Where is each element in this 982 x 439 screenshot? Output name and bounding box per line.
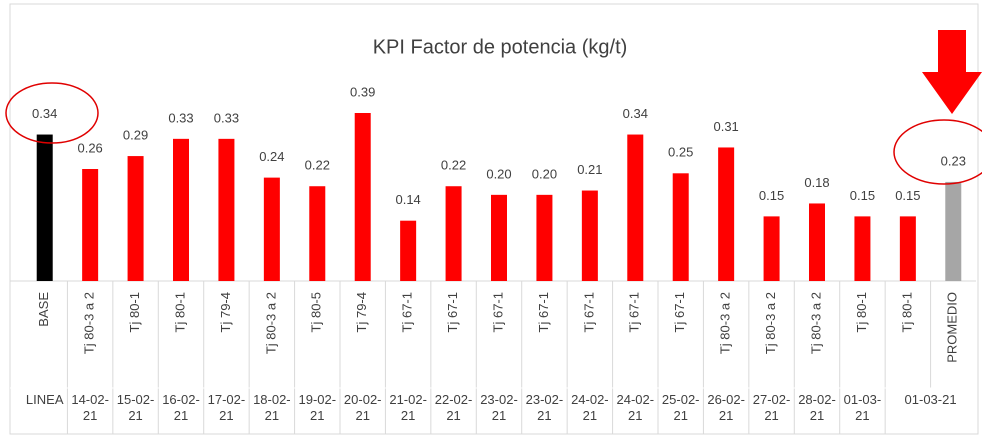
x-tick-label: Tj 80-1 <box>127 292 142 332</box>
x-tick-label: Tj 80-3 a 2 <box>718 292 733 354</box>
value-label: 0.22 <box>305 158 330 173</box>
x-tick-label: Tj 80-1 <box>172 292 187 332</box>
value-label: 0.24 <box>259 149 284 164</box>
x-tick-label: Tj 80-3 a 2 <box>808 292 823 354</box>
value-label: 0.33 <box>168 110 193 125</box>
x-group-label: 22-02-21 <box>434 392 473 423</box>
value-label: 0.26 <box>77 140 102 155</box>
x-group-label: 14-02-21 <box>71 392 109 423</box>
x-group-label: 20-02-21 <box>343 392 382 423</box>
bar <box>718 147 735 281</box>
bar <box>127 156 144 281</box>
x-tick-label: Tj 67-1 <box>400 292 415 332</box>
x-tick-label: Tj 67-1 <box>445 292 460 332</box>
x-tick-label: Tj 79-4 <box>218 292 233 332</box>
x-tick-label: Tj 80-3 a 2 <box>263 292 278 354</box>
bar <box>581 190 598 281</box>
chart-title: KPI Factor de potencia (kg/t) <box>373 36 628 58</box>
bar <box>627 134 644 281</box>
x-group-label: LINEA <box>25 392 64 407</box>
x-tick-label: Tj 67-1 <box>627 292 642 332</box>
x-group-label: 27-02-21 <box>752 392 791 423</box>
bar <box>536 194 553 281</box>
bar <box>945 181 962 281</box>
x-tick-label: Tj 80-1 <box>854 292 869 332</box>
x-group-label: 23-02-21 <box>480 392 518 423</box>
x-group-label: 24-02-21 <box>571 392 609 423</box>
highlight-circle <box>893 119 982 185</box>
value-label: 0.20 <box>486 166 511 181</box>
value-label: 0.22 <box>441 158 466 173</box>
arrow <box>922 30 982 114</box>
bar <box>82 169 99 281</box>
value-label: 0.15 <box>759 188 784 203</box>
bar <box>809 203 825 281</box>
value-label: 0.29 <box>123 128 148 143</box>
x-tick-label: Tj 67-1 <box>581 292 596 332</box>
x-tick-label: Tj 67-1 <box>490 292 505 332</box>
x-group-label: 23-02-21 <box>525 392 564 423</box>
value-label: 0.34 <box>32 106 57 121</box>
value-label: 0.33 <box>214 110 239 125</box>
x-group-label: 16-02-21 <box>162 392 200 423</box>
x-group-label: 17-02-21 <box>207 392 246 423</box>
x-tick-label: Tj 80-1 <box>899 292 914 332</box>
x-group-label: 19-02-21 <box>298 392 337 423</box>
x-group-label: 01-03-21 <box>904 392 957 407</box>
value-label: 0.15 <box>850 188 875 203</box>
bar <box>400 220 417 281</box>
value-label: 0.14 <box>395 192 420 207</box>
value-label: 0.23 <box>941 153 966 168</box>
bar <box>263 177 280 281</box>
value-label: 0.31 <box>713 119 738 134</box>
bar <box>445 186 462 281</box>
value-label: 0.34 <box>623 106 648 121</box>
bar <box>173 138 189 281</box>
x-tick-label: Tj 79-4 <box>354 292 369 332</box>
x-group-label: 26-02-21 <box>707 392 745 423</box>
bar <box>36 134 53 281</box>
value-label: 0.20 <box>532 166 557 181</box>
value-label: 0.39 <box>350 84 375 99</box>
bar <box>491 194 507 281</box>
bar <box>763 216 780 281</box>
x-tick-label: Tj 80-3 a 2 <box>763 292 778 354</box>
x-tick-label: Tj 67-1 <box>536 292 551 332</box>
x-tick-label: PROMEDIO <box>945 292 960 363</box>
highlight-circle <box>5 82 99 144</box>
bar <box>899 216 916 281</box>
x-group-label: 24-02-21 <box>616 392 655 423</box>
bar <box>672 173 689 281</box>
value-label: 0.21 <box>577 162 602 177</box>
x-group-label: 25-02-21 <box>661 392 700 423</box>
value-label: 0.18 <box>804 175 829 190</box>
x-group-label: 28-02-21 <box>798 392 836 423</box>
x-tick-label: Tj 80-3 a 2 <box>82 292 97 354</box>
x-tick-label: Tj 67-1 <box>672 292 687 332</box>
x-tick-label: BASE <box>36 292 51 327</box>
bar <box>854 216 871 281</box>
x-tick-label: Tj 80-5 <box>309 292 324 332</box>
bar <box>218 138 235 281</box>
bar <box>354 113 371 281</box>
x-group-label: 18-02-21 <box>253 392 291 423</box>
x-group-label: 21-02-21 <box>389 392 427 423</box>
value-label: 0.25 <box>668 145 693 160</box>
bar <box>309 186 326 281</box>
x-group-label: 15-02-21 <box>116 392 155 423</box>
x-group-label: 01-03-21 <box>843 392 882 423</box>
value-label: 0.15 <box>895 188 920 203</box>
